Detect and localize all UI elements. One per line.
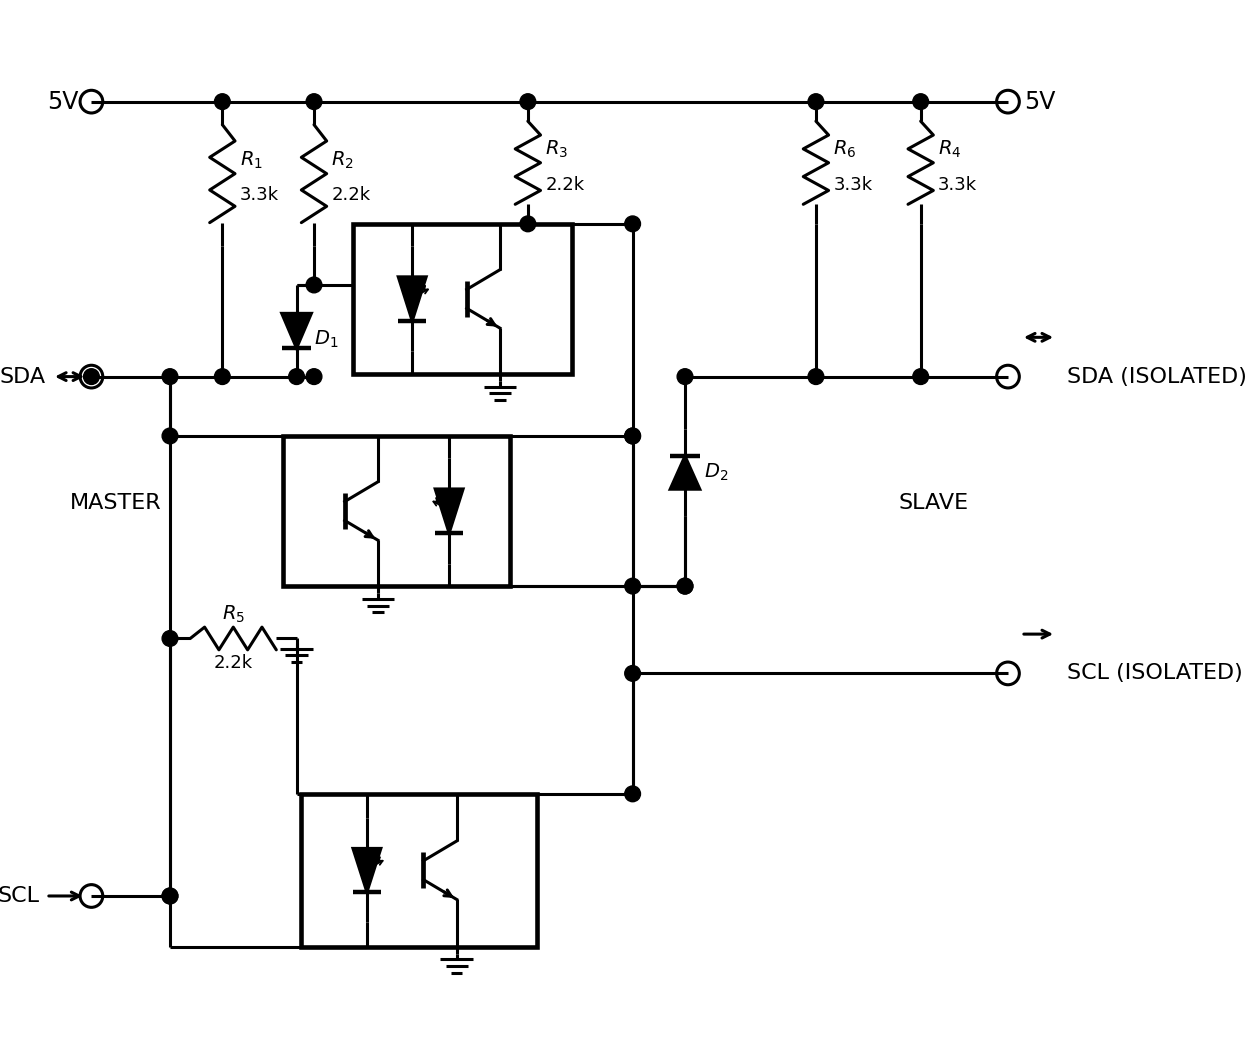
Circle shape <box>288 369 304 384</box>
Circle shape <box>808 369 823 384</box>
Text: $R_5$: $R_5$ <box>222 604 244 625</box>
Text: SDA: SDA <box>0 366 46 386</box>
Polygon shape <box>670 456 700 489</box>
Circle shape <box>625 428 640 444</box>
Bar <box>353 224 571 374</box>
Circle shape <box>162 888 178 904</box>
Text: 3.3k: 3.3k <box>833 175 872 193</box>
Text: 5V: 5V <box>1024 89 1055 113</box>
Circle shape <box>625 579 640 594</box>
Circle shape <box>306 277 322 293</box>
Circle shape <box>214 93 231 109</box>
Circle shape <box>306 369 322 384</box>
Circle shape <box>214 369 231 384</box>
Text: $R_1$: $R_1$ <box>239 150 263 171</box>
Text: 3.3k: 3.3k <box>239 187 279 205</box>
Circle shape <box>808 93 823 109</box>
Text: 2.2k: 2.2k <box>545 175 584 193</box>
Circle shape <box>520 216 536 232</box>
Circle shape <box>677 579 693 594</box>
Circle shape <box>520 93 536 109</box>
Text: 2.2k: 2.2k <box>332 187 371 205</box>
Circle shape <box>625 786 640 802</box>
Text: 5V: 5V <box>46 89 79 113</box>
Polygon shape <box>282 313 312 349</box>
Text: MASTER: MASTER <box>70 494 162 513</box>
Circle shape <box>625 216 640 232</box>
Circle shape <box>162 888 178 904</box>
Circle shape <box>677 579 693 594</box>
Polygon shape <box>435 489 464 533</box>
Text: $R_3$: $R_3$ <box>545 139 569 161</box>
Text: $D_2$: $D_2$ <box>704 462 728 483</box>
Text: $R_2$: $R_2$ <box>332 150 355 171</box>
Text: SDA (ISOLATED): SDA (ISOLATED) <box>1068 366 1247 386</box>
Text: $R_4$: $R_4$ <box>938 139 961 161</box>
Circle shape <box>84 369 99 384</box>
Text: 3.3k: 3.3k <box>938 175 977 193</box>
Circle shape <box>162 428 178 444</box>
Bar <box>301 794 536 947</box>
Circle shape <box>913 369 928 384</box>
Text: SCL: SCL <box>0 886 39 906</box>
Circle shape <box>625 428 640 444</box>
Text: $R_6$: $R_6$ <box>833 139 857 161</box>
Circle shape <box>677 369 693 384</box>
Text: SCL (ISOLATED): SCL (ISOLATED) <box>1068 664 1243 684</box>
Circle shape <box>913 93 928 109</box>
Text: SLAVE: SLAVE <box>898 494 969 513</box>
Bar <box>283 436 510 586</box>
Polygon shape <box>353 848 381 892</box>
Text: $D_1$: $D_1$ <box>315 329 338 350</box>
Circle shape <box>306 93 322 109</box>
Circle shape <box>162 369 178 384</box>
Polygon shape <box>398 277 426 321</box>
Circle shape <box>162 631 178 647</box>
Circle shape <box>625 666 640 681</box>
Text: 2.2k: 2.2k <box>214 654 253 672</box>
